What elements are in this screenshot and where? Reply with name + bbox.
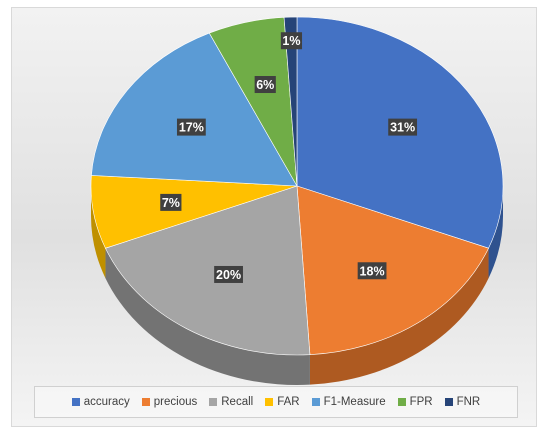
legend-item: precious [141, 396, 198, 408]
legend-label: accuracy [83, 396, 130, 408]
pie-side-accuracy [488, 186, 503, 279]
pie-side-recall [105, 248, 310, 385]
pie-sides [91, 186, 503, 385]
data-label-text: 1% [282, 34, 300, 48]
data-label: 6% [254, 76, 276, 94]
data-label: 1% [280, 32, 303, 50]
legend-item: FAR [265, 396, 300, 408]
legend-swatch [141, 398, 150, 406]
data-label-text: 18% [360, 264, 385, 278]
legend-swatch [397, 398, 406, 406]
data-label: 31% [388, 118, 418, 136]
legend-label: FPR [409, 396, 433, 408]
data-label: 20% [214, 265, 243, 283]
pie-slice-recall [105, 185, 311, 356]
legend-swatch [265, 398, 274, 406]
data-label: 7% [160, 193, 182, 211]
legend-swatch [71, 398, 80, 406]
legend-item: F1-Measure [311, 396, 386, 408]
pie-slice-precious [296, 185, 489, 355]
data-labels: 31% 18% 20% 7% 17% 6% 1% [160, 32, 418, 283]
data-label-text: 31% [390, 121, 415, 135]
legend: accuracy precious Recall FAR F1-Measure FPR FN… [34, 386, 518, 418]
pie-slice-fnr [283, 16, 298, 187]
legend-item: Recall [209, 396, 253, 408]
legend-item: FPR [397, 396, 433, 408]
pie-slice-f1-measure [91, 32, 298, 187]
data-label: 17% [176, 118, 206, 136]
data-label-text: 20% [216, 268, 241, 282]
legend-swatch [311, 398, 320, 406]
legend-label: F1-Measure [323, 396, 386, 408]
data-label-text: 7% [162, 196, 180, 210]
legend-swatch [209, 398, 218, 406]
pie-slices [90, 16, 504, 356]
legend-label: FNR [456, 396, 481, 408]
legend-label: FAR [277, 396, 300, 408]
legend-label: precious [153, 396, 198, 408]
data-label-text: 6% [256, 78, 274, 92]
legend-item: FNR [444, 396, 481, 408]
data-label: 18% [357, 262, 387, 280]
pie-side-precious [309, 248, 489, 385]
legend-swatch [444, 398, 453, 406]
legend-label: Recall [221, 396, 254, 408]
pie-side-far [91, 186, 106, 279]
data-label-text: 17% [179, 121, 204, 135]
legend-item: accuracy [71, 396, 130, 408]
